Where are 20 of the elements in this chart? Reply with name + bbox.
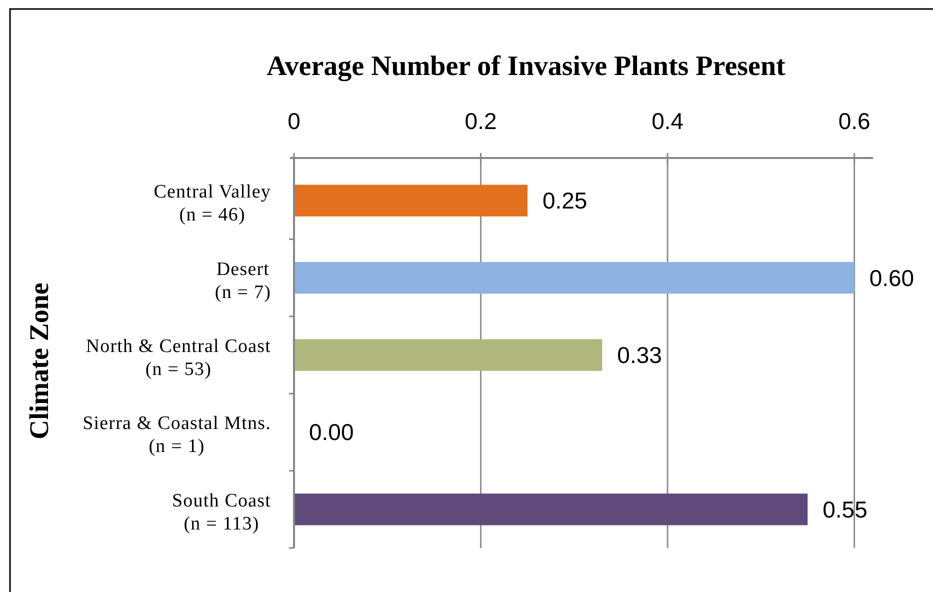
- data-label: 0.00: [309, 419, 354, 446]
- y-tick-label: Desert (n = 7): [214, 258, 271, 303]
- y-tick-label: South Coast (n = 113): [172, 490, 272, 534]
- data-label: 0.25: [542, 188, 588, 214]
- x-tick-label: 0.6: [838, 108, 870, 134]
- y-tick-label: Sierra & Coastal Mtns. (n = 1): [82, 413, 271, 458]
- bar: [294, 184, 528, 216]
- x-tick-label: 0: [288, 108, 300, 134]
- data-label: 0.33: [617, 342, 662, 368]
- x-tick-label: 0.4: [652, 108, 684, 134]
- chart-title: Average Number of Invasive Plants Present: [266, 51, 786, 82]
- data-label: 0.60: [869, 264, 914, 291]
- y-tick-label: North & Central Coast (n = 53): [86, 336, 272, 380]
- bar: [294, 339, 602, 371]
- y-axis-title: Climate Zone: [24, 282, 54, 440]
- bar: [294, 262, 854, 294]
- data-label: 0.55: [822, 496, 868, 522]
- y-tick-label: Central Valley (n = 46): [154, 182, 271, 226]
- bar: [294, 494, 808, 526]
- x-tick-label: 0.2: [464, 108, 497, 134]
